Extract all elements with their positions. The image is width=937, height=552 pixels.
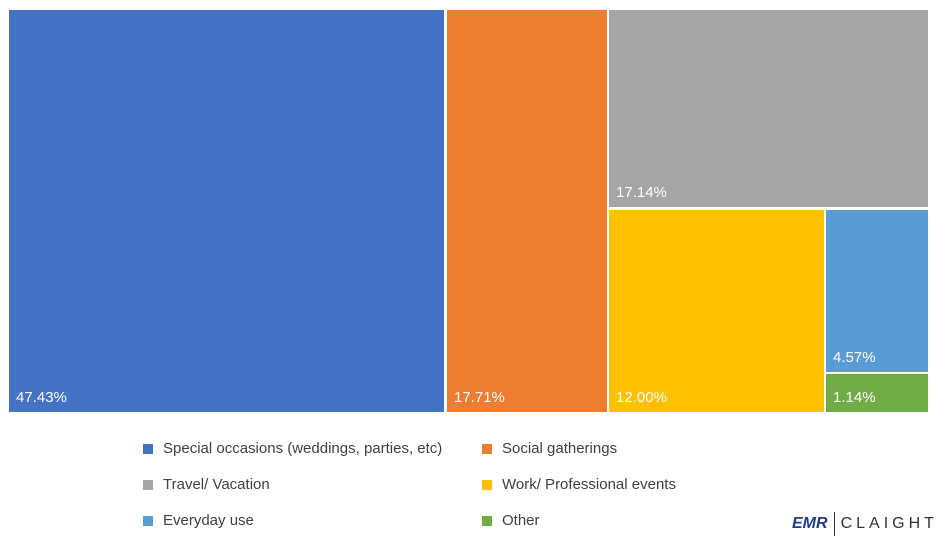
- data-label: 17.71%: [454, 389, 505, 406]
- legend-label: Everyday use: [163, 512, 254, 529]
- treemap-tile: 1.14%: [826, 374, 928, 412]
- data-label: 4.57%: [833, 349, 876, 366]
- legend-swatch: [482, 479, 492, 490]
- legend-swatch: [143, 443, 153, 454]
- legend-label: Other: [502, 512, 540, 529]
- treemap-tile: 17.14%: [609, 10, 928, 207]
- legend-label: Work/ Professional events: [502, 476, 676, 493]
- legend-item: Travel/ Vacation: [143, 476, 270, 493]
- legend-swatch: [143, 515, 153, 526]
- logo-divider: [833, 512, 835, 536]
- legend-item: Social gatherings: [482, 440, 617, 457]
- legend-swatch: [143, 479, 153, 490]
- legend-label: Special occasions (weddings, parties, et…: [163, 440, 443, 457]
- legend-swatch: [482, 515, 492, 526]
- legend-swatch: [482, 443, 492, 454]
- treemap-tile: 12.00%: [609, 210, 824, 412]
- data-label: 1.14%: [833, 389, 876, 406]
- legend-item: Everyday use: [143, 512, 254, 529]
- legend-item: Special occasions (weddings, parties, et…: [143, 440, 442, 457]
- legend-item: Work/ Professional events: [482, 476, 676, 493]
- data-label: 17.14%: [616, 184, 667, 201]
- data-label: 47.43%: [16, 389, 67, 406]
- logo-claight: CLAIGHT: [840, 515, 937, 532]
- data-label: 12.00%: [616, 389, 667, 406]
- logo: EMR CLAIGHT: [792, 512, 937, 536]
- legend-item: Other: [482, 512, 540, 529]
- logo-emr: EMR: [792, 515, 828, 532]
- legend-label: Social gatherings: [502, 440, 618, 457]
- legend-label: Travel/ Vacation: [163, 476, 270, 493]
- treemap-tile: 47.43%: [9, 10, 444, 412]
- treemap-tile: 4.57%: [826, 210, 928, 372]
- treemap-tile: 17.71%: [447, 10, 607, 412]
